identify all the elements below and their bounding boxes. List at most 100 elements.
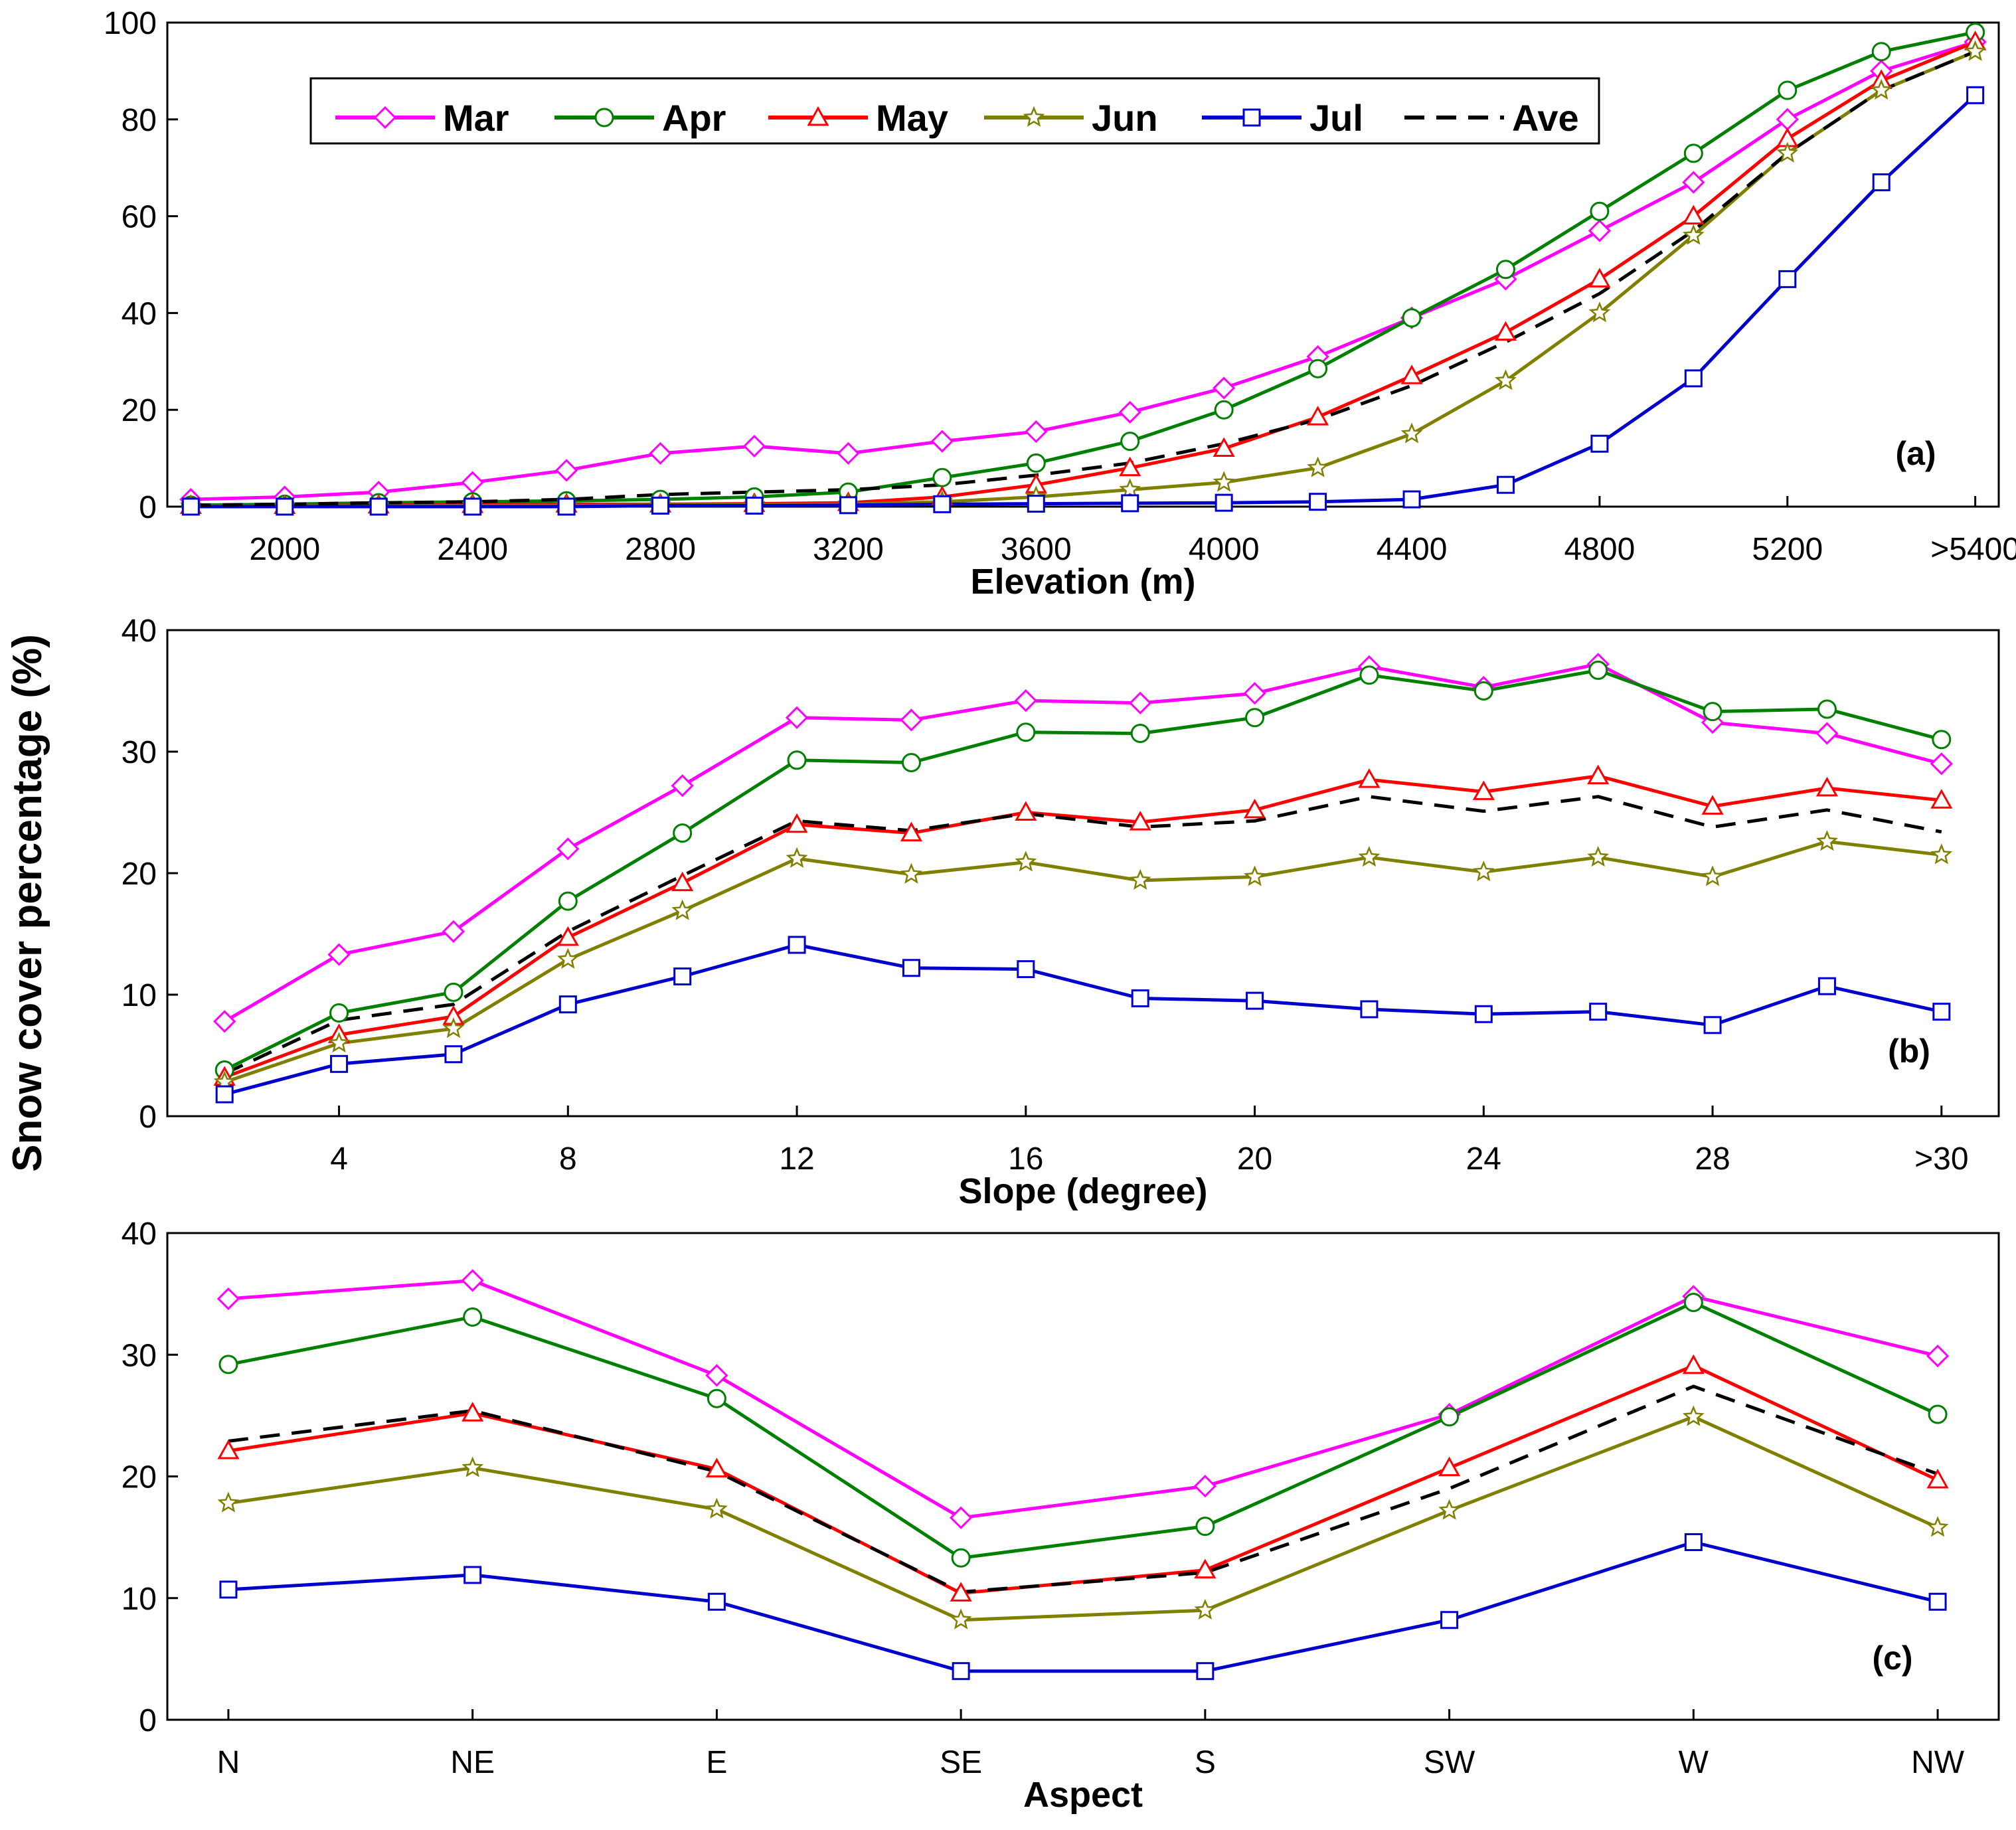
- series-line-jun: [224, 839, 1942, 1084]
- y-tick-label: 10: [122, 978, 157, 1013]
- data-point-jul: [1360, 1000, 1379, 1019]
- data-point-jun: [1682, 1405, 1705, 1426]
- data-point-jul: [1402, 490, 1421, 509]
- x-tick-label: 4800: [1564, 532, 1636, 567]
- data-point-jul: [1817, 977, 1836, 995]
- data-point-may: [1015, 801, 1037, 821]
- data-point-jun: [1682, 224, 1705, 245]
- data-point-may: [786, 813, 808, 833]
- data-point-mar: [1815, 722, 1839, 745]
- data-point-may: [1701, 795, 1724, 815]
- series-line-ave: [224, 795, 1942, 1076]
- x-tick-label: >30: [1914, 1141, 1968, 1177]
- data-point-jul: [1778, 270, 1797, 288]
- data-point-jun: [1194, 1598, 1217, 1620]
- data-point-jun: [1307, 456, 1329, 477]
- y-tick-label: 100: [104, 6, 157, 41]
- data-point-jun: [1926, 1516, 1949, 1537]
- data-point-mar: [705, 1364, 728, 1387]
- data-point-may: [1438, 1456, 1461, 1477]
- data-point-jun: [462, 1456, 484, 1477]
- data-point-jul: [557, 497, 576, 516]
- data-point-apr: [1588, 660, 1608, 680]
- x-tick-label: 28: [1695, 1141, 1730, 1177]
- data-point-jul: [707, 1592, 726, 1611]
- data-point-jul: [1966, 86, 1985, 104]
- data-point-mar: [1682, 171, 1705, 194]
- legend-marker-mar: [373, 106, 397, 129]
- y-tick-label: 40: [122, 296, 157, 331]
- data-point-mar: [216, 1287, 240, 1311]
- x-tick-label: 12: [779, 1141, 814, 1177]
- data-point-apr: [1683, 1292, 1703, 1312]
- data-point-may: [217, 1439, 240, 1459]
- data-point-jul: [1215, 493, 1233, 512]
- legend-marker-may: [807, 106, 829, 126]
- data-point-mar: [461, 1269, 484, 1292]
- legend: Mar Apr May Jun Jul Ave: [309, 77, 1600, 145]
- data-point-jul: [444, 1045, 463, 1064]
- data-point-jun: [1701, 865, 1724, 886]
- legend-label-jul: Jul: [1309, 97, 1363, 139]
- data-point-jun: [1129, 869, 1151, 890]
- panel-slope: 0 10 20 30 40 4 8 12 16 20 24 28 >30 Slope (degree) (b…: [122, 614, 2000, 1211]
- data-point-may: [1926, 1468, 1949, 1489]
- data-point-mar: [742, 434, 766, 458]
- x-axis-title: Aspect: [1023, 1775, 1143, 1815]
- data-point-apr: [1440, 1407, 1460, 1427]
- data-point-jun: [1816, 830, 1838, 851]
- series-line-mar: [223, 662, 1942, 1023]
- data-point-jul: [1474, 1005, 1493, 1023]
- data-point-jul: [463, 1566, 482, 1584]
- data-point-may: [705, 1457, 728, 1478]
- data-point-mar: [442, 920, 465, 943]
- x-tick-label: 4: [330, 1141, 348, 1177]
- panel-label: (a): [1895, 435, 1936, 472]
- data-point-mar: [1129, 691, 1152, 714]
- data-point-apr: [1683, 143, 1703, 163]
- panel-elevation: 0 20 40 60 80 100 2000 2400 2800 3200 3600 4000 4400…: [104, 6, 2016, 602]
- data-point-apr: [1928, 1404, 1948, 1424]
- data-point-jul: [839, 496, 857, 515]
- data-point-jun: [1438, 1499, 1460, 1520]
- x-tick-label: W: [1679, 1745, 1709, 1780]
- data-point-jun: [217, 1491, 240, 1513]
- y-axis-title: Snow cover percentage (%): [5, 634, 50, 1172]
- data-point-apr: [673, 823, 693, 843]
- data-point-jun: [442, 1017, 465, 1039]
- plot-frame: [166, 21, 2000, 508]
- data-point-jun: [900, 863, 922, 884]
- y-tick-label: 60: [122, 200, 157, 235]
- data-point-jul: [1440, 1611, 1459, 1629]
- data-point-jul: [788, 936, 806, 954]
- data-point-jul: [463, 497, 482, 516]
- data-point-apr: [932, 467, 952, 487]
- data-point-apr: [1308, 359, 1328, 378]
- series-markers-jun: [217, 1405, 1949, 1629]
- data-point-jul: [1684, 1533, 1703, 1551]
- series-line-mar: [191, 40, 1976, 501]
- data-point-jun: [1213, 471, 1235, 492]
- data-point-mar: [649, 442, 672, 465]
- data-point-jun: [1964, 40, 1987, 61]
- y-tick-label: 0: [139, 1100, 157, 1135]
- data-point-jun: [1358, 845, 1381, 867]
- data-point-mar: [1193, 1475, 1217, 1498]
- x-tick-label: NW: [1911, 1745, 1965, 1780]
- data-point-mar: [327, 943, 351, 966]
- x-tick-label: 20: [1237, 1141, 1272, 1177]
- data-point-apr: [329, 1003, 349, 1023]
- series-markers-jul: [219, 1533, 1947, 1681]
- data-point-apr: [1932, 730, 1952, 750]
- data-point-jun: [1494, 369, 1517, 390]
- legend-label-apr: Apr: [662, 97, 726, 139]
- series-line-ave: [228, 1384, 1938, 1594]
- data-point-jul: [276, 497, 294, 516]
- data-point-jul: [1928, 1592, 1947, 1611]
- data-point-mar: [1588, 219, 1612, 242]
- data-point-jul: [1589, 1003, 1608, 1021]
- data-point-may: [1682, 205, 1705, 225]
- data-point-apr: [901, 752, 921, 772]
- x-axis-title: Slope (degree): [958, 1171, 1207, 1211]
- data-point-jun: [1870, 78, 1892, 100]
